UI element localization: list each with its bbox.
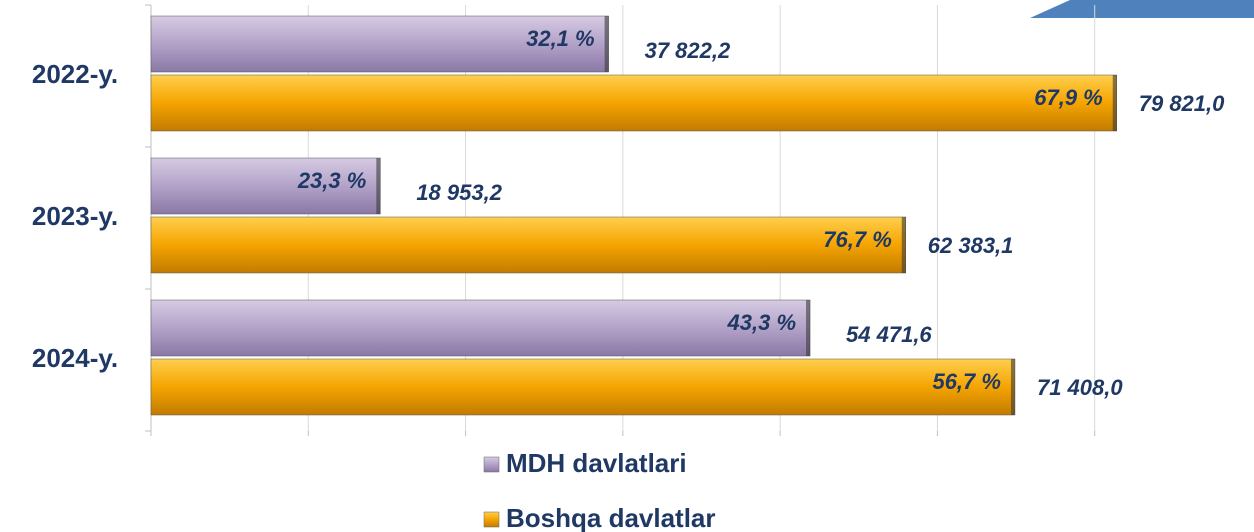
category-label: 2023-y.: [32, 201, 118, 231]
share-label: 76,7 %: [823, 227, 892, 252]
share-label: 23,3 %: [297, 168, 367, 193]
share-label: 43,3 %: [727, 310, 797, 335]
bar-shade: [901, 217, 906, 273]
bar: [150, 216, 907, 274]
bar-shade: [376, 158, 381, 214]
bar-shade: [1112, 75, 1117, 131]
legend-marker: [483, 511, 500, 528]
value-label: 54 471,6: [846, 322, 932, 347]
share-label: 67,9 %: [1034, 85, 1103, 110]
bar: [150, 74, 1117, 132]
category-label: 2022-y.: [32, 59, 118, 89]
category-label: 2024-y.: [32, 343, 118, 373]
bar: [150, 299, 811, 357]
legend-label: MDH davlatlari: [506, 448, 687, 478]
value-label: 71 408,0: [1037, 375, 1123, 400]
value-label: 79 821,0: [1139, 91, 1225, 116]
value-label: 18 953,2: [416, 180, 502, 205]
bar: [150, 15, 609, 73]
bar: [150, 358, 1016, 416]
share-label: 32,1 %: [526, 26, 595, 51]
value-label: 37 822,2: [645, 38, 731, 63]
bar-shade: [806, 300, 811, 356]
bar-shade: [1010, 359, 1015, 415]
value-label: 62 383,1: [928, 233, 1014, 258]
bar-shade: [604, 16, 609, 72]
bar: [150, 157, 381, 215]
legend-marker: [483, 456, 500, 473]
share-label: 56,7 %: [932, 369, 1001, 394]
decoration: [1030, 0, 1254, 18]
legend-label: Boshqa davlatlar: [506, 503, 716, 532]
